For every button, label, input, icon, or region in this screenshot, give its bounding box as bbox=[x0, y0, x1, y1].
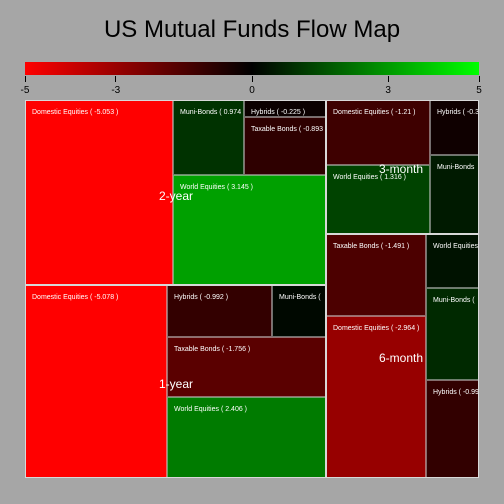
treemap-cell: World Equities ( 1.316 ) bbox=[326, 165, 430, 234]
color-scale-tick bbox=[387, 76, 389, 82]
treemap-cell-label: Taxable Bonds ( -1.491 ) bbox=[333, 243, 410, 250]
color-scale-tick-label: 0 bbox=[249, 85, 255, 96]
color-scale-tick-label: 5 bbox=[476, 85, 482, 96]
treemap-cell: Hybrids ( -0.99 bbox=[426, 380, 479, 478]
treemap-cell: Muni-Bonds bbox=[430, 155, 479, 234]
treemap-cell-label: World Equities ( 2.406 ) bbox=[174, 406, 248, 413]
color-scale-tick-label: -3 bbox=[111, 85, 121, 96]
treemap-cell-label: Hybrids ( -0.3 bbox=[437, 109, 479, 116]
treemap-cell-label: Domestic Equities ( -2.964 ) bbox=[333, 325, 420, 332]
treemap-cell-label: Taxable Bonds ( -1.756 ) bbox=[174, 346, 251, 353]
treemap-cell-label: Muni-Bonds ( bbox=[279, 294, 321, 301]
treemap-cell-label: World Equities ( 1.316 ) bbox=[333, 174, 407, 181]
treemap-cell-label: World Equities ( 3.145 ) bbox=[180, 184, 254, 191]
treemap-cell: Domestic Equities ( -1.21 ) bbox=[326, 100, 430, 165]
treemap-cell-label: Hybrids ( -0.225 ) bbox=[251, 109, 306, 116]
color-scale-tick bbox=[24, 76, 26, 82]
treemap-cell: World Equities bbox=[426, 234, 479, 288]
treemap-group-label: 2-year bbox=[158, 189, 194, 203]
treemap-cell-label: Hybrids ( -0.99 bbox=[433, 389, 479, 396]
treemap-cell: Muni-Bonds ( bbox=[272, 285, 326, 337]
color-scale-tick-label: 3 bbox=[385, 85, 391, 96]
color-scale-tick-label: -5 bbox=[20, 85, 30, 96]
treemap-cell-label: Muni-Bonds ( 0.974 bbox=[180, 109, 242, 116]
color-scale-bar bbox=[25, 62, 479, 75]
color-scale-tick bbox=[478, 76, 480, 82]
treemap-cell-label: Muni-Bonds ( bbox=[433, 297, 475, 304]
treemap-cell-label: World Equities bbox=[433, 243, 479, 250]
treemap-cell: Taxable Bonds ( -1.756 ) bbox=[167, 337, 326, 397]
treemap-group-label: 3-month bbox=[378, 162, 424, 176]
treemap-cell-label: Muni-Bonds bbox=[437, 164, 475, 171]
treemap-cell: World Equities ( 2.406 ) bbox=[167, 397, 326, 478]
treemap-group-label: 6-month bbox=[378, 351, 424, 365]
treemap-cell-label: Domestic Equities ( -1.21 ) bbox=[333, 109, 416, 116]
treemap-cell-label: Domestic Equities ( -5.078 ) bbox=[32, 294, 119, 301]
color-scale-tick bbox=[115, 76, 117, 82]
treemap-cell: Domestic Equities ( -2.964 ) bbox=[326, 316, 426, 478]
treemap-cell-label: Domestic Equities ( -5.053 ) bbox=[32, 109, 119, 116]
treemap-cell: Domestic Equities ( -5.053 ) bbox=[25, 100, 173, 285]
treemap-cell-label: Taxable Bonds ( -0.893 bbox=[251, 126, 323, 133]
color-scale-tick bbox=[251, 76, 253, 82]
treemap-group-label: 1-year bbox=[158, 377, 194, 391]
treemap-cell: Taxable Bonds ( -0.893 bbox=[244, 117, 326, 175]
treemap-cell-label: Hybrids ( -0.992 ) bbox=[174, 294, 229, 301]
treemap-cell: Domestic Equities ( -5.078 ) bbox=[25, 285, 167, 478]
treemap-cell: Taxable Bonds ( -1.491 ) bbox=[326, 234, 426, 316]
treemap-cell: Hybrids ( -0.225 ) bbox=[244, 100, 326, 117]
treemap-cell: Muni-Bonds ( 0.974 bbox=[173, 100, 244, 175]
treemap-cell: World Equities ( 3.145 ) bbox=[173, 175, 326, 285]
treemap-cell: Hybrids ( -0.992 ) bbox=[167, 285, 272, 337]
chart-title: US Mutual Funds Flow Map bbox=[103, 16, 401, 43]
treemap-cell: Hybrids ( -0.3 bbox=[430, 100, 479, 155]
treemap-cell: Muni-Bonds ( bbox=[426, 288, 479, 380]
